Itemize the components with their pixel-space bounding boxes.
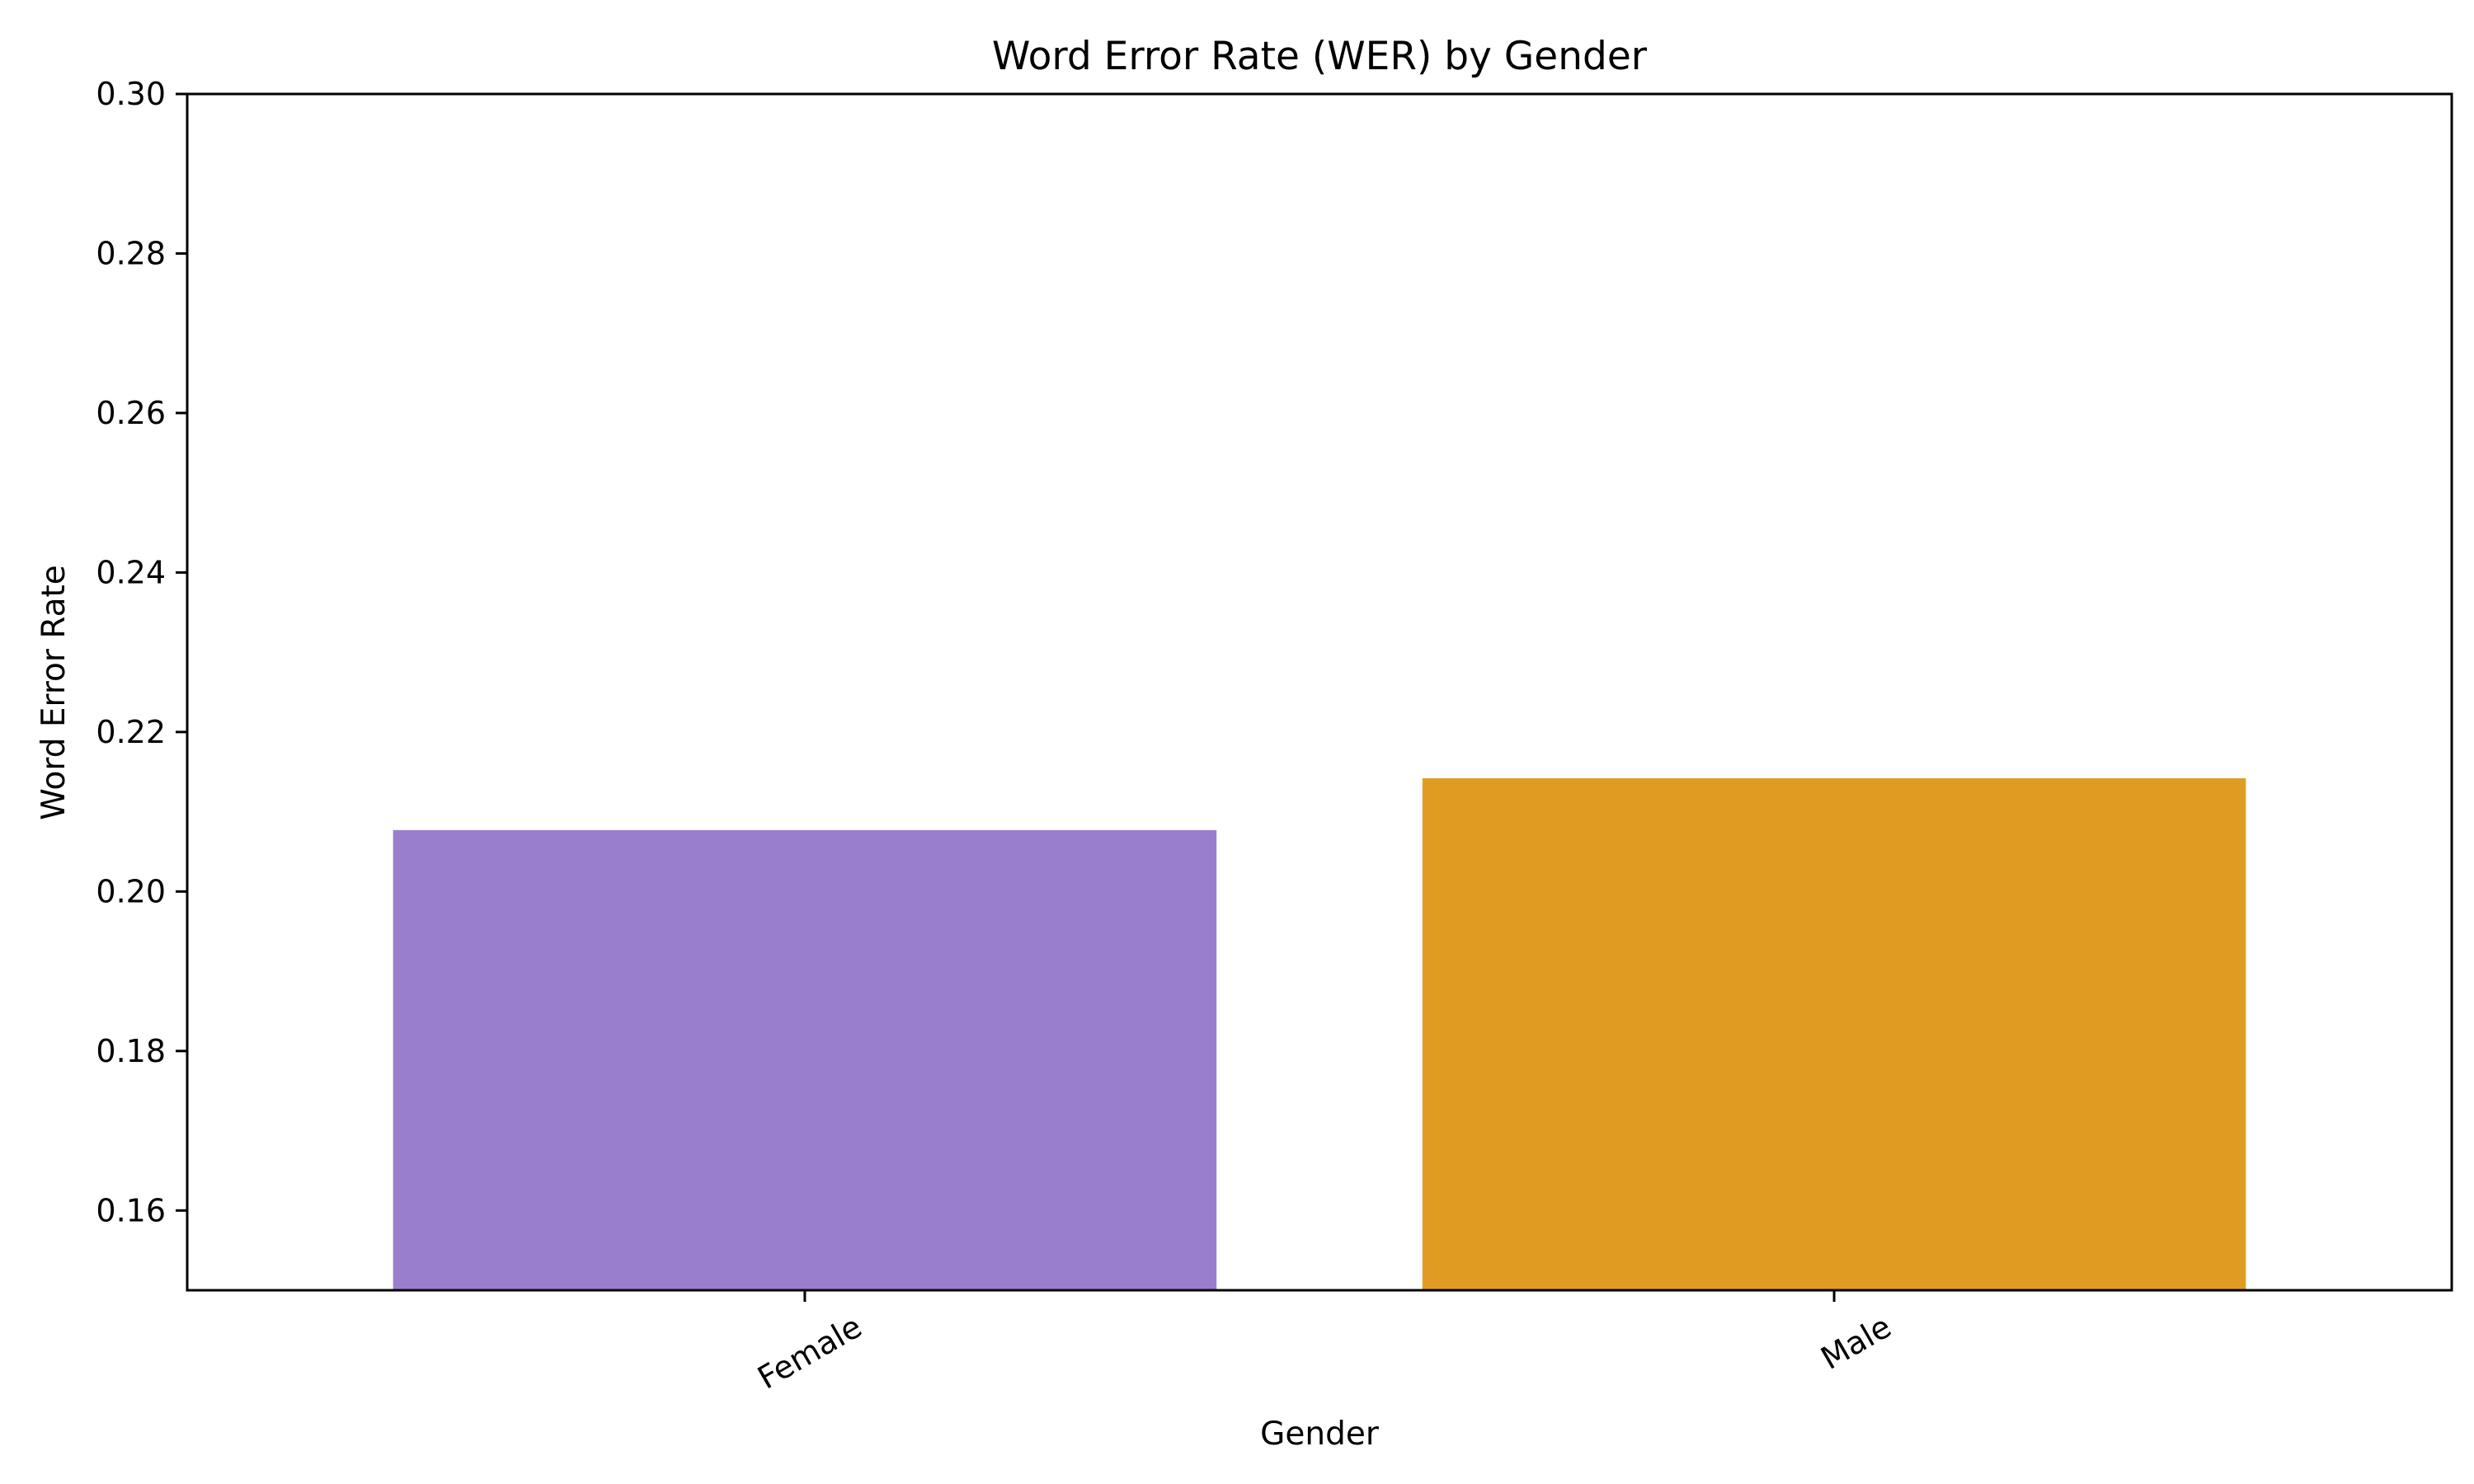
y-tick-label: 0.20 xyxy=(96,873,166,909)
y-tick-label: 0.26 xyxy=(96,395,166,431)
y-tick-label: 0.18 xyxy=(96,1033,166,1069)
y-tick-label: 0.24 xyxy=(96,554,166,590)
plot-area-frame xyxy=(186,92,2453,1292)
bar-male xyxy=(1422,777,2246,1290)
bar-female xyxy=(393,829,1217,1290)
y-axis-ticks: 0.16 0.18 0.20 0.22 0.24 0.26 0.28 0.30 xyxy=(96,76,187,1228)
y-tick-label: 0.28 xyxy=(96,235,166,271)
y-tick-label: 0.22 xyxy=(96,714,166,750)
chart-title: Word Error Rate (WER) by Gender xyxy=(992,34,1648,79)
x-axis-label: Gender xyxy=(1260,1416,1380,1453)
y-tick-label: 0.16 xyxy=(96,1192,166,1228)
bars-group xyxy=(393,777,2246,1290)
y-tick-label: 0.30 xyxy=(96,76,166,112)
y-axis-label: Word Error Rate xyxy=(35,565,73,820)
